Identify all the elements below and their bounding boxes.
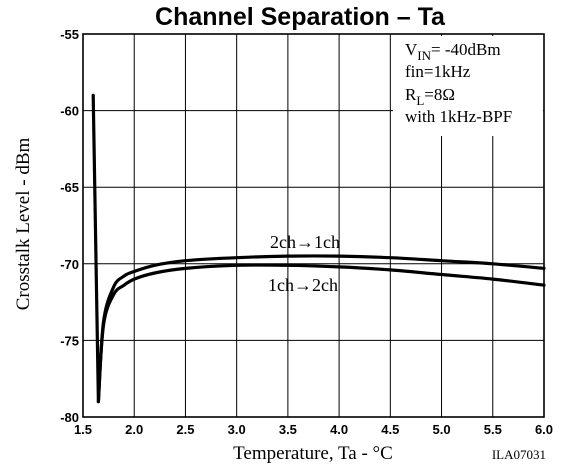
condition-fin: fin=1kHz bbox=[405, 62, 471, 81]
x-axis-label: Temperature, Ta - °C bbox=[233, 443, 393, 464]
x-tick-label: 4.0 bbox=[330, 422, 348, 437]
conditions-box bbox=[393, 36, 543, 136]
plot-frame bbox=[82, 33, 545, 418]
data-series bbox=[91, 93, 546, 404]
condition-rl: RL=8Ω bbox=[405, 85, 455, 108]
x-tick-label: 2.0 bbox=[125, 422, 143, 437]
x-tick-label: 1.5 bbox=[74, 422, 92, 437]
series-label-1ch-2ch: 1ch→2ch bbox=[268, 275, 338, 295]
series-line-1ch-2ch bbox=[96, 263, 546, 404]
y-tick-label: -60 bbox=[60, 104, 79, 119]
condition-bpf: with 1kHz-BPF bbox=[405, 107, 512, 126]
x-tick-labels: 1.5 2.0 2.5 3.0 3.5 4.0 4.5 5.0 5.5 6.0 bbox=[74, 422, 553, 437]
figure-code: ILA07031 bbox=[492, 447, 546, 462]
x-tick-label: 5.5 bbox=[484, 422, 502, 437]
x-tick-label: 3.0 bbox=[228, 422, 246, 437]
x-tick-label: 4.5 bbox=[381, 422, 399, 437]
y-tick-label: -70 bbox=[60, 257, 79, 272]
x-tick-label: 6.0 bbox=[535, 422, 553, 437]
series-label-2ch-1ch: 2ch→1ch bbox=[270, 232, 340, 252]
y-tick-label: -80 bbox=[60, 410, 79, 425]
x-tick-label: 5.0 bbox=[433, 422, 451, 437]
chart-title: Channel Separation – Ta bbox=[155, 3, 446, 31]
y-tick-label: -65 bbox=[60, 180, 79, 195]
y-tick-labels: -55 -60 -65 -70 -75 -80 bbox=[60, 27, 79, 425]
condition-vin: VIN= -40dBm bbox=[405, 40, 501, 63]
y-tick-label: -55 bbox=[60, 27, 79, 42]
x-tick-label: 3.5 bbox=[279, 422, 297, 437]
series-line-2ch-1ch bbox=[91, 93, 546, 404]
x-tick-label: 2.5 bbox=[176, 422, 194, 437]
y-tick-label: -75 bbox=[60, 333, 79, 348]
y-axis-label: Crosstalk Level - dBm bbox=[13, 138, 34, 311]
